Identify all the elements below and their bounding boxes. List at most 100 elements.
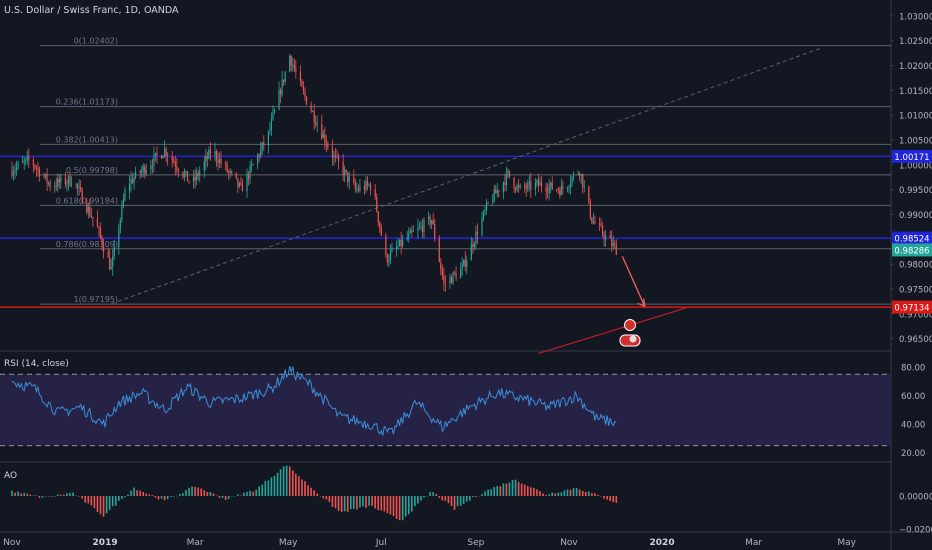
candle-body bbox=[165, 148, 167, 157]
price-tag[interactable] bbox=[892, 243, 932, 257]
ao-bar bbox=[111, 496, 114, 507]
ao-bar bbox=[203, 490, 206, 496]
ao-bar bbox=[475, 496, 477, 498]
candle-body bbox=[461, 265, 463, 269]
price-tag-label: 1.00171 bbox=[894, 153, 929, 163]
ao-bar bbox=[523, 484, 526, 496]
price-axis-label: 1.01000 bbox=[899, 112, 932, 122]
candle-body bbox=[452, 272, 454, 284]
candle-body bbox=[118, 229, 120, 247]
candle-body bbox=[402, 239, 404, 247]
candle-body bbox=[551, 182, 553, 190]
ao-bar bbox=[450, 496, 453, 507]
candle-body bbox=[197, 173, 199, 176]
ao-bar bbox=[163, 496, 166, 501]
candle-body bbox=[220, 158, 222, 164]
candle-body bbox=[493, 189, 495, 202]
candle-body bbox=[460, 268, 462, 279]
candle-body bbox=[583, 186, 585, 188]
candle-body bbox=[333, 155, 335, 158]
candle-body bbox=[400, 239, 402, 247]
candle-body bbox=[519, 184, 521, 188]
price-tag[interactable] bbox=[892, 231, 932, 245]
candle-body bbox=[69, 176, 71, 186]
price-tag-label: 0.97134 bbox=[894, 304, 929, 314]
candle-body bbox=[487, 202, 489, 204]
projection-arrow[interactable] bbox=[621, 255, 646, 307]
candle-body bbox=[444, 282, 446, 284]
ao-bar bbox=[56, 494, 59, 496]
candle-body bbox=[109, 257, 111, 270]
ao-bar bbox=[389, 496, 392, 515]
candle-body bbox=[316, 123, 318, 125]
candle-body bbox=[247, 173, 250, 179]
ao-bar bbox=[508, 482, 511, 496]
candle-body bbox=[530, 181, 532, 190]
candle-body bbox=[241, 184, 244, 192]
ao-bar bbox=[169, 496, 172, 497]
candle-body bbox=[399, 239, 401, 246]
price-axis-label: 1.00000 bbox=[899, 161, 932, 171]
candle-body bbox=[122, 200, 124, 206]
candle-body bbox=[208, 149, 210, 159]
candle-body bbox=[453, 272, 456, 274]
event-marker-icon[interactable] bbox=[624, 319, 636, 331]
candle-body bbox=[226, 164, 228, 172]
candle-body bbox=[260, 148, 262, 157]
price-axis-label: 1.00500 bbox=[899, 137, 932, 147]
candle-body bbox=[54, 185, 56, 188]
ao-bar bbox=[615, 496, 618, 503]
candle-body bbox=[502, 182, 504, 192]
candle-body bbox=[550, 182, 552, 187]
candle-body bbox=[374, 189, 376, 197]
candle-body bbox=[571, 177, 573, 184]
rsi-axis-label: 60.00 bbox=[901, 392, 925, 402]
ao-bar bbox=[215, 495, 218, 497]
candle-body bbox=[450, 277, 453, 284]
candle-body bbox=[466, 260, 468, 267]
candle-body bbox=[498, 190, 500, 192]
price-axis-label: 0.98000 bbox=[899, 261, 932, 271]
candle-body bbox=[78, 187, 80, 188]
price-axis-label: 0.99000 bbox=[899, 211, 932, 221]
time-axis-label: Nov bbox=[560, 538, 578, 548]
price-tag[interactable] bbox=[892, 300, 932, 314]
rsi-line[interactable] bbox=[11, 365, 617, 436]
candle-body bbox=[484, 209, 486, 212]
ao-bar bbox=[310, 487, 312, 496]
candle-body bbox=[418, 226, 421, 228]
candle-body bbox=[151, 165, 153, 167]
price-axis-label: 1.02500 bbox=[899, 37, 932, 47]
ao-bar bbox=[423, 496, 425, 498]
rsi-axis-label: 20.00 bbox=[901, 449, 925, 459]
fib-level-label: 0.786(0.98309) bbox=[56, 240, 118, 249]
ao-title: AO bbox=[4, 471, 17, 481]
candle-body bbox=[75, 184, 77, 186]
candle-body bbox=[176, 166, 178, 170]
candle-body bbox=[423, 219, 425, 233]
candle-body bbox=[258, 154, 260, 157]
red-trendline[interactable] bbox=[538, 305, 692, 355]
rsi-band bbox=[0, 374, 891, 446]
ao-bar bbox=[307, 485, 309, 496]
ao-bar bbox=[185, 489, 187, 496]
candle-body bbox=[183, 173, 186, 178]
price-tag-label: 0.98286 bbox=[894, 246, 929, 256]
ao-bar bbox=[429, 492, 431, 496]
ao-bar bbox=[411, 496, 413, 512]
ao-bar bbox=[334, 496, 337, 509]
candle-body bbox=[482, 211, 485, 219]
ao-bar bbox=[401, 496, 404, 521]
ao-bar bbox=[78, 496, 80, 497]
candle-body bbox=[388, 259, 390, 263]
ao-bar bbox=[328, 496, 331, 503]
candle-body bbox=[495, 189, 497, 194]
candle-body bbox=[505, 172, 508, 186]
ao-bar bbox=[221, 496, 224, 498]
candle-body bbox=[441, 269, 443, 276]
price-tag[interactable] bbox=[892, 149, 932, 163]
candle-body bbox=[99, 228, 102, 238]
candle-body bbox=[366, 181, 369, 185]
time-axis-label: Mar bbox=[187, 538, 204, 548]
